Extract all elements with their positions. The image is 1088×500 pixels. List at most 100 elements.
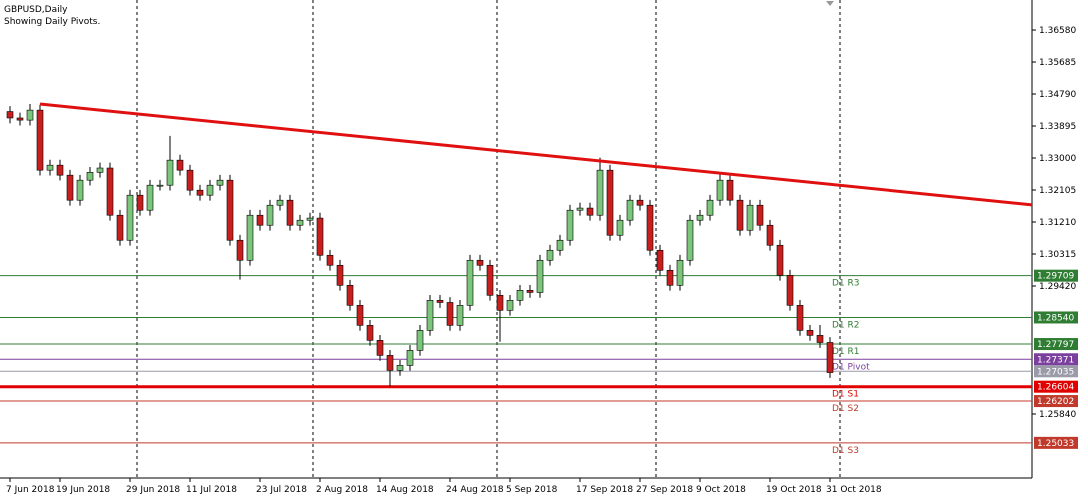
candle-body [286,199,294,226]
candle-body [716,179,724,201]
pivot-price-box [1034,353,1078,366]
candle-body [56,164,64,176]
candle-body [576,207,584,211]
candle-body [66,174,74,201]
x-tick-label: 9 Oct 2018 [696,485,746,495]
candle-body [496,295,504,311]
candle-body [666,269,674,286]
scroll-marker [826,1,834,6]
y-tick-label: 1.34790 [1039,90,1076,100]
candle-body [336,264,344,286]
candle-body [476,259,484,266]
candle-body [806,330,814,336]
candle-body [136,194,144,211]
candle-body [566,209,574,241]
candle-body [446,302,454,326]
pivot-price-label: 1.26604 [1037,383,1074,393]
candle-body [346,284,354,306]
pivot-price-box [1034,380,1078,393]
x-tick-label: 31 Oct 2018 [826,485,882,495]
candle-body [246,214,254,261]
candle-body [696,214,704,221]
pivot-price-label: 1.28540 [1037,313,1074,323]
candle-body [736,199,744,231]
candle-body [596,169,604,216]
candle-body [196,189,204,196]
candle-body [416,330,424,351]
x-tick-label: 2 Aug 2018 [316,485,368,495]
trendline [39,102,1033,207]
candle-body [256,214,264,226]
candle-body [526,290,534,293]
candle-body [16,117,24,121]
x-tick-label: 17 Sep 2018 [576,485,633,495]
candle-body [366,325,374,341]
x-tick-label: 19 Jun 2018 [56,485,110,495]
pivot-price-label: 1.27371 [1037,355,1074,365]
candle-body [96,167,104,173]
y-tick-label: 1.33000 [1039,154,1076,164]
price-box [1034,365,1078,378]
candle-body [706,199,714,216]
candle-body [356,305,364,326]
candle-body [776,244,784,276]
candle-body [796,305,804,331]
candle-body [686,219,694,261]
chart-subtitle: Showing Daily Pivots. [4,17,100,27]
candle-body [36,109,44,171]
candle-body [326,254,334,266]
pivot-price-box [1034,269,1078,282]
candle-body [266,204,274,226]
x-tick-label: 23 Jul 2018 [256,485,307,495]
candle-body [506,300,514,311]
candle-body [236,239,244,261]
pivot-price-label: 1.26202 [1037,397,1074,407]
candle-body [296,219,304,226]
y-tick-label: 1.36580 [1039,26,1076,36]
pivot-price-label: 1.29709 [1037,272,1074,282]
candle-body [316,217,324,256]
candle-body [456,305,464,326]
candle-body [76,179,84,201]
candle-body [396,365,404,371]
x-tick-label: 5 Sep 2018 [506,485,558,495]
candle-body [466,259,474,306]
candle-body [386,355,394,371]
candle-body [46,164,54,171]
x-tick-label: 7 Jun 2018 [6,485,55,495]
candle-body [636,199,644,206]
candle-body [106,167,114,216]
pivot-price-box [1034,311,1078,324]
candle-body [276,199,284,206]
candle-body [536,259,544,293]
candle-body [6,111,14,119]
candle-body [546,249,554,261]
candle-body [586,207,594,216]
pivot-price-box [1034,395,1078,408]
pivot-name: D1 S1 [832,390,859,400]
candle-body [436,300,444,303]
candle-body [486,264,494,296]
candle-body [406,350,414,366]
pivot-price-label: 1.27797 [1037,340,1074,350]
candle-body [426,300,434,331]
pivot-name: D1 R2 [832,320,860,330]
candle-body [676,259,684,286]
pivot-name: D1 R3 [832,279,860,289]
candle-body [146,184,154,211]
y-tick-label: 1.32105 [1039,186,1076,196]
chart-title: GBPUSD,Daily [4,5,68,15]
period-separators [136,0,841,478]
candle-body [26,109,34,121]
candle-body [216,179,224,186]
candle-body [166,159,174,186]
y-tick-label: 1.33895 [1039,122,1076,132]
candle-body [786,274,794,306]
candle-body [826,342,834,373]
y-tick-label: 1.30315 [1039,250,1076,260]
candle-body [226,179,234,241]
candle-body [116,214,124,241]
pivot-name: D1 S2 [832,404,859,414]
x-tick-label: 19 Oct 2018 [766,485,822,495]
